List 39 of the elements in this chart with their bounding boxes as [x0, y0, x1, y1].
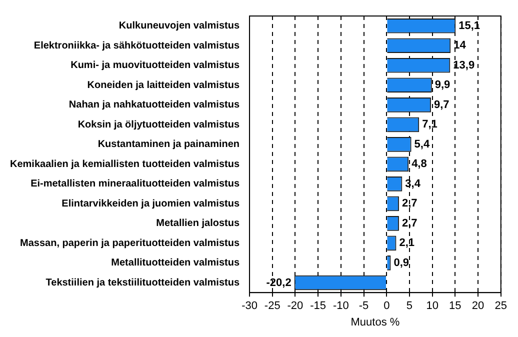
- data-label: 13,9: [453, 59, 475, 72]
- y-tick-label: Kulkuneuvojen valmistus: [118, 20, 240, 32]
- x-tick-label: 0: [384, 300, 390, 312]
- y-tick-label: Elektroniikka- ja sähkötuotteiden valmistus: [34, 40, 240, 52]
- data-label: 4,8: [412, 158, 427, 170]
- data-label: 15,1: [458, 20, 480, 32]
- x-axis-title: Muutos %: [350, 316, 400, 328]
- y-tick-label: Massan, paperin ja paperituotteiden valmistus: [20, 238, 240, 249]
- y-tick-label: Koksin ja öljytuotteiden valmistus: [78, 119, 240, 130]
- data-label: 2,1: [399, 237, 415, 250]
- x-tick-label: -5: [358, 300, 369, 312]
- x-tick-label: 5: [406, 300, 413, 312]
- y-tick-label: Kemikaalien ja kemiallisten tuotteiden valmistus: [10, 158, 240, 170]
- x-tick-label: 20: [472, 300, 484, 312]
- y-tick-label: Tekstiilien ja tekstiilituotteiden valmistus: [46, 277, 240, 288]
- data-label: 5,4: [414, 138, 430, 150]
- y-tick-label: Metallien jalostus: [156, 218, 240, 230]
- y-tick-label: Nahan ja nahkatuotteiden valmistus: [68, 100, 240, 111]
- x-tick-label: -20: [287, 300, 304, 312]
- y-tick-label: Kustantaminen ja painaminen: [98, 139, 240, 150]
- x-tick-label: -30: [242, 300, 258, 312]
- y-tick-label: Koneiden ja laitteiden valmistus: [87, 80, 240, 91]
- data-label: 0,9: [394, 256, 410, 269]
- x-tick-label: 25: [494, 300, 508, 312]
- y-tick-label: Elintarvikkeiden ja juomien valmistus: [62, 198, 240, 210]
- data-label: 9,9: [434, 79, 450, 92]
- data-label: -20,2: [266, 276, 292, 289]
- y-tick-label: Kumi- ja muovituotteiden valmistus: [70, 60, 240, 72]
- data-label: 2,7: [402, 198, 418, 210]
- data-label: 7,1: [422, 118, 438, 131]
- x-tick-label: -10: [332, 300, 349, 312]
- data-label: 14: [454, 40, 467, 52]
- x-tick-label: -15: [310, 300, 326, 312]
- y-tick-label: Ei-metallisten mineraalituotteiden valmistus: [30, 178, 240, 190]
- data-label: 9,7: [434, 98, 450, 111]
- x-tick-label: 15: [449, 300, 462, 312]
- x-tick-label: -25: [264, 300, 280, 312]
- y-tick-label: Metallituotteiden valmistus: [111, 258, 240, 269]
- x-tick-label: 10: [426, 300, 438, 312]
